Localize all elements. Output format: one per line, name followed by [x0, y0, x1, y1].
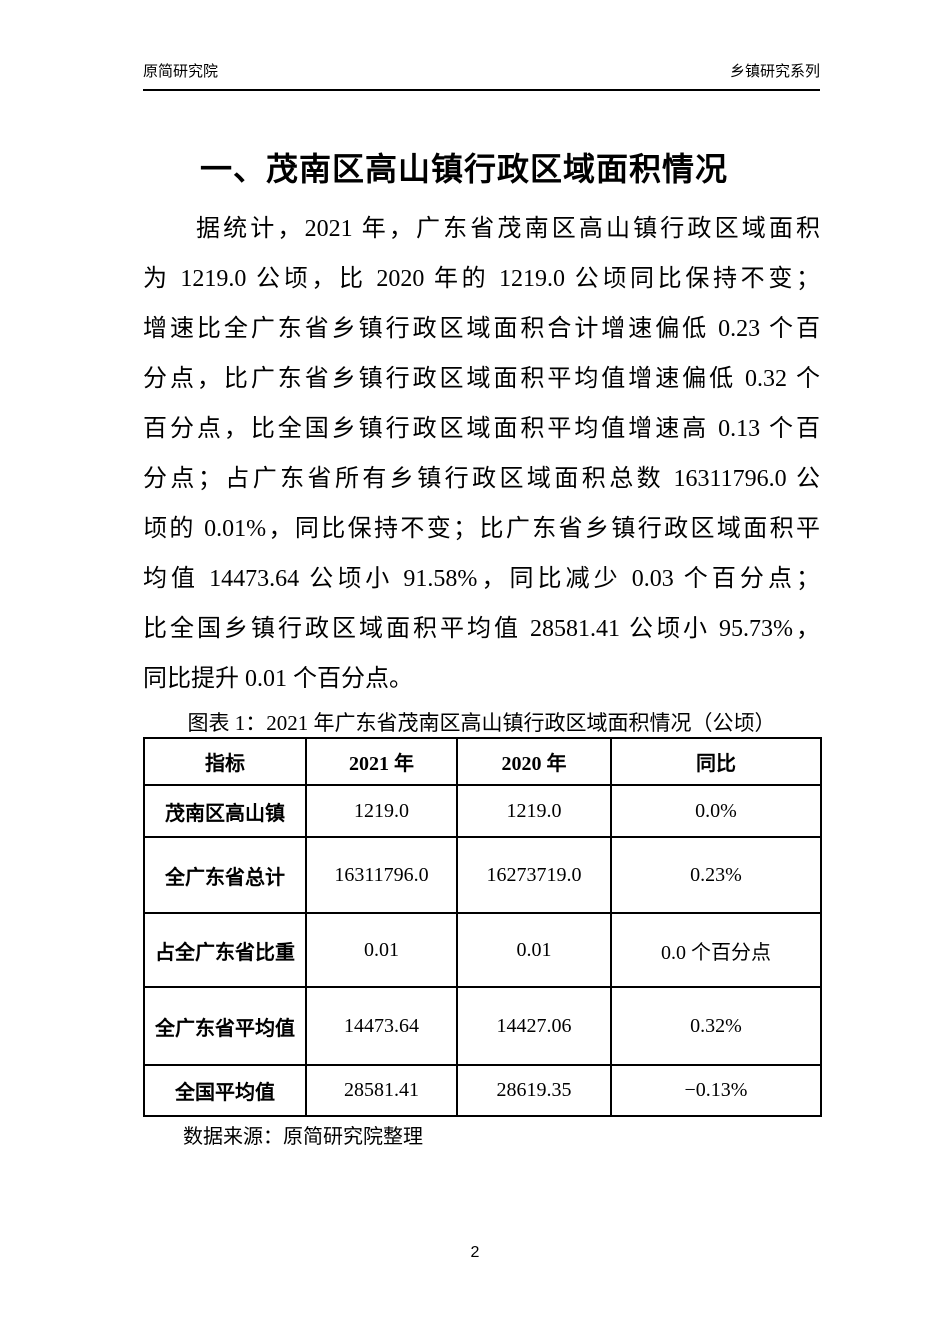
- table-cell: 0.01: [305, 912, 458, 988]
- paragraph-line: 均值 14473.64 公顷小 91.58%，同比减少 0.03 个百分点；: [143, 566, 820, 592]
- paragraph-line: 据统计，2021 年，广东省茂南区高山镇行政区域面积: [196, 216, 820, 242]
- page-number: 2: [470, 1244, 480, 1261]
- table-row: 占全广东省比重 0.01 0.01 0.0 个百分点: [143, 912, 822, 988]
- paragraph-line: 同比提升 0.01 个百分点。: [143, 666, 413, 692]
- body-paragraph: 据统计，2021 年，广东省茂南区高山镇行政区域面积 为 1219.0 公顷，比…: [143, 204, 820, 704]
- header-left-text: 原简研究院: [143, 63, 219, 80]
- table-cell: 0.0%: [610, 784, 822, 838]
- table-caption: 图表 1：2021 年广东省茂南区高山镇行政区域面积情况（公顷）: [187, 711, 776, 735]
- data-source-note: 数据来源：原简研究院整理: [183, 1126, 423, 1148]
- table-row: 全广东省总计 16311796.0 16273719.0 0.23%: [143, 836, 822, 914]
- table-cell: 0.23%: [610, 836, 822, 914]
- table-cell: 28581.41: [305, 1064, 458, 1117]
- area-data-table: 指标 2021 年 2020 年 同比 茂南区高山镇 1219.0 1219.0…: [143, 737, 822, 1117]
- table-cell: 16311796.0: [305, 836, 458, 914]
- table-cell: 0.32%: [610, 986, 822, 1066]
- table-header-row: 指标 2021 年 2020 年 同比: [143, 737, 822, 786]
- section-title: 一、茂南区高山镇行政区域面积情况: [200, 151, 729, 187]
- table-cell: 0.0 个百分点: [610, 912, 822, 988]
- column-header-2020: 2020 年: [456, 737, 612, 786]
- table-row: 全广东省平均值 14473.64 14427.06 0.32%: [143, 986, 822, 1066]
- table-cell: −0.13%: [610, 1064, 822, 1117]
- row-label: 全国平均值: [143, 1064, 307, 1117]
- table-cell: 14473.64: [305, 986, 458, 1066]
- row-label: 全广东省平均值: [143, 986, 307, 1066]
- table-cell: 1219.0: [456, 784, 612, 838]
- row-label: 全广东省总计: [143, 836, 307, 914]
- paragraph-line: 顷的 0.01%，同比保持不变；比广东省乡镇行政区域面积平: [143, 516, 820, 542]
- header-right-text: 乡镇研究系列: [729, 63, 820, 80]
- column-header-indicator: 指标: [143, 737, 307, 786]
- column-header-2021: 2021 年: [305, 737, 458, 786]
- page-header: 原简研究院 乡镇研究系列: [143, 62, 820, 91]
- row-label: 茂南区高山镇: [143, 784, 307, 838]
- table-cell: 28619.35: [456, 1064, 612, 1117]
- paragraph-line: 为 1219.0 公顷，比 2020 年的 1219.0 公顷同比保持不变；: [143, 266, 820, 292]
- table-cell: 1219.0: [305, 784, 458, 838]
- paragraph-line: 分点，比广东省乡镇行政区域面积平均值增速偏低 0.32 个: [143, 366, 820, 392]
- row-label: 占全广东省比重: [143, 912, 307, 988]
- paragraph-line: 分点；占广东省所有乡镇行政区域面积总数 16311796.0 公: [143, 466, 820, 492]
- table-row: 全国平均值 28581.41 28619.35 −0.13%: [143, 1064, 822, 1117]
- table-cell: 0.01: [456, 912, 612, 988]
- paragraph-line: 百分点，比全国乡镇行政区域面积平均值增速高 0.13 个百: [143, 416, 820, 442]
- table-cell: 16273719.0: [456, 836, 612, 914]
- table-cell: 14427.06: [456, 986, 612, 1066]
- table-row: 茂南区高山镇 1219.0 1219.0 0.0%: [143, 784, 822, 838]
- column-header-yoy: 同比: [610, 737, 822, 786]
- paragraph-line: 比全国乡镇行政区域面积平均值 28581.41 公顷小 95.73%，: [143, 616, 820, 642]
- paragraph-line: 增速比全广东省乡镇行政区域面积合计增速偏低 0.23 个百: [143, 316, 820, 342]
